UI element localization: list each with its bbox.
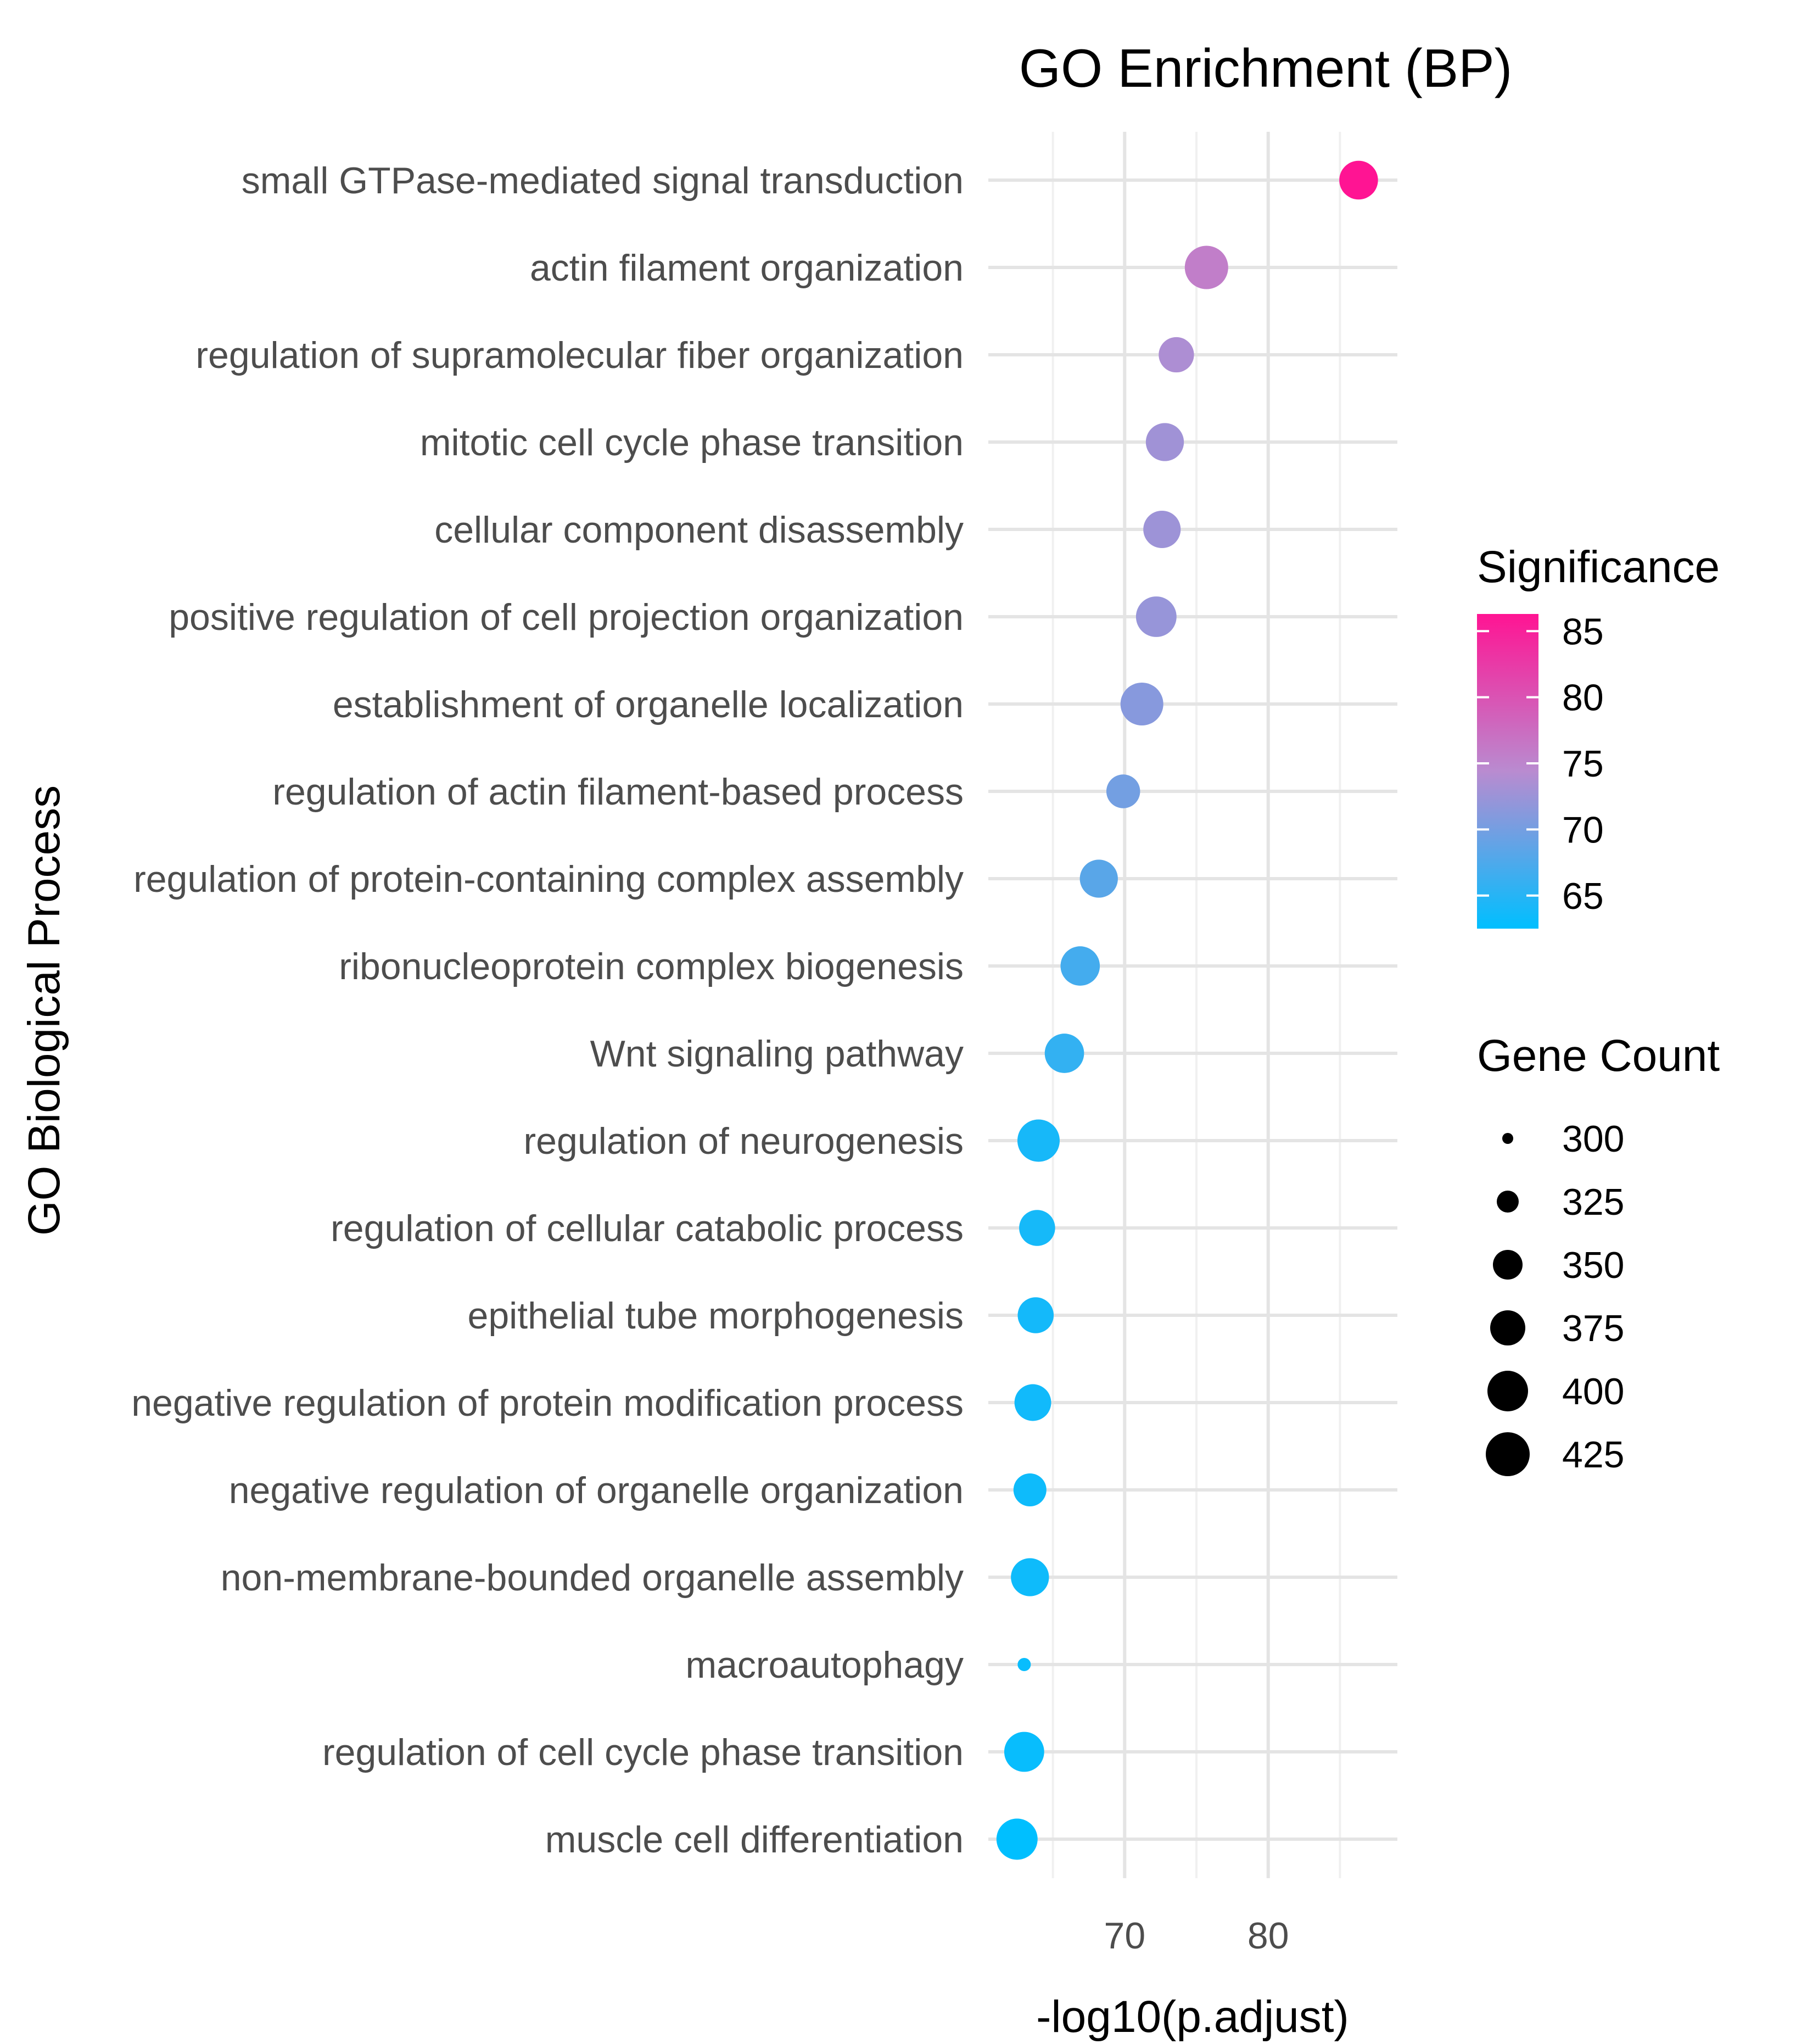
gene-count-key	[1493, 1250, 1523, 1280]
category-label: regulation of actin filament-based proce…	[272, 771, 964, 813]
category-labels: small GTPase-mediated signal transductio…	[131, 160, 964, 1861]
category-label: regulation of neurogenesis	[524, 1120, 964, 1162]
data-point	[1013, 1473, 1047, 1507]
category-label: regulation of cell cycle phase transitio…	[322, 1732, 964, 1773]
chart-title: GO Enrichment (BP)	[1019, 38, 1513, 98]
data-point	[1060, 946, 1100, 986]
significance-legend: Significance 65 70 75 80 85	[1477, 542, 1720, 929]
gene-count-key	[1502, 1133, 1513, 1144]
gene-count-key-label: 325	[1562, 1181, 1624, 1223]
category-label: macroautophagy	[685, 1644, 964, 1686]
data-point	[1017, 1119, 1060, 1162]
data-point	[1079, 859, 1118, 898]
x-tick-label: 70	[1104, 1915, 1146, 1957]
category-label: positive regulation of cell projection o…	[169, 596, 964, 638]
data-point	[1184, 245, 1228, 289]
category-label: small GTPase-mediated signal transductio…	[242, 160, 964, 202]
data-point	[996, 1818, 1038, 1860]
gene-count-key	[1486, 1432, 1530, 1476]
category-label: non-membrane-bounded organelle assembly	[221, 1557, 964, 1599]
category-label: establishment of organelle localization	[333, 684, 964, 725]
x-axis-ticks: 70 80	[1104, 1915, 1289, 1957]
gene-count-key	[1490, 1310, 1525, 1345]
data-point	[1106, 774, 1140, 808]
data-point	[1339, 160, 1378, 200]
colorbar-tick-label: 80	[1562, 677, 1604, 719]
gene-count-key-label: 300	[1562, 1118, 1624, 1160]
x-tick-label: 80	[1247, 1915, 1289, 1957]
gene-count-key-label: 400	[1562, 1371, 1624, 1412]
data-point	[1014, 1384, 1051, 1421]
gene-count-keys: 300 325 350 375 400 425	[1486, 1118, 1624, 1476]
data-point	[1145, 423, 1184, 461]
data-point	[1044, 1034, 1084, 1073]
gene-count-key-label: 375	[1562, 1308, 1624, 1349]
category-label: epithelial tube morphogenesis	[468, 1295, 964, 1337]
category-label: regulation of cellular catabolic process	[331, 1208, 964, 1249]
colorbar-ticks: 65 70 75 80 85	[1477, 611, 1604, 917]
significance-legend-title: Significance	[1477, 542, 1720, 592]
category-label: negative regulation of protein modificat…	[131, 1382, 964, 1424]
gene-count-key	[1487, 1371, 1528, 1411]
category-label: regulation of supramolecular fiber organ…	[195, 334, 964, 376]
gene-count-key-label: 350	[1562, 1244, 1624, 1286]
category-label: actin filament organization	[530, 247, 964, 289]
category-label: Wnt signaling pathway	[590, 1033, 964, 1075]
category-label: regulation of protein-containing complex…	[133, 858, 964, 900]
data-point	[1019, 1210, 1055, 1246]
gene-count-key	[1497, 1191, 1519, 1213]
category-label: negative regulation of organelle organiz…	[229, 1470, 964, 1511]
grid	[988, 132, 1397, 1878]
data-points	[996, 160, 1378, 1860]
data-point	[1017, 1658, 1031, 1671]
data-point	[1004, 1732, 1044, 1772]
colorbar-tick-label: 65	[1562, 875, 1604, 917]
category-label: muscle cell differentiation	[545, 1819, 964, 1861]
x-axis-label: -log10(p.adjust)	[1036, 1992, 1349, 2041]
category-label: cellular component disassembly	[434, 509, 964, 551]
gene-count-key-label: 425	[1562, 1434, 1624, 1476]
data-point	[1017, 1297, 1054, 1333]
gene-count-legend: Gene Count 300 325 350 375 400 425	[1477, 1031, 1720, 1476]
colorbar-tick-label: 75	[1562, 743, 1604, 785]
significance-colorbar	[1477, 614, 1538, 929]
y-axis-label: GO Biological Process	[19, 785, 69, 1236]
data-point	[1159, 337, 1194, 373]
colorbar-tick-label: 85	[1562, 611, 1604, 652]
data-point	[1143, 510, 1181, 549]
category-label: mitotic cell cycle phase transition	[420, 422, 964, 463]
category-label: ribonucleoprotein complex biogenesis	[339, 946, 964, 987]
data-point	[1011, 1558, 1049, 1596]
colorbar-tick-label: 70	[1562, 809, 1604, 851]
data-point	[1120, 682, 1163, 726]
gene-count-legend-title: Gene Count	[1477, 1031, 1720, 1081]
data-point	[1135, 596, 1177, 637]
